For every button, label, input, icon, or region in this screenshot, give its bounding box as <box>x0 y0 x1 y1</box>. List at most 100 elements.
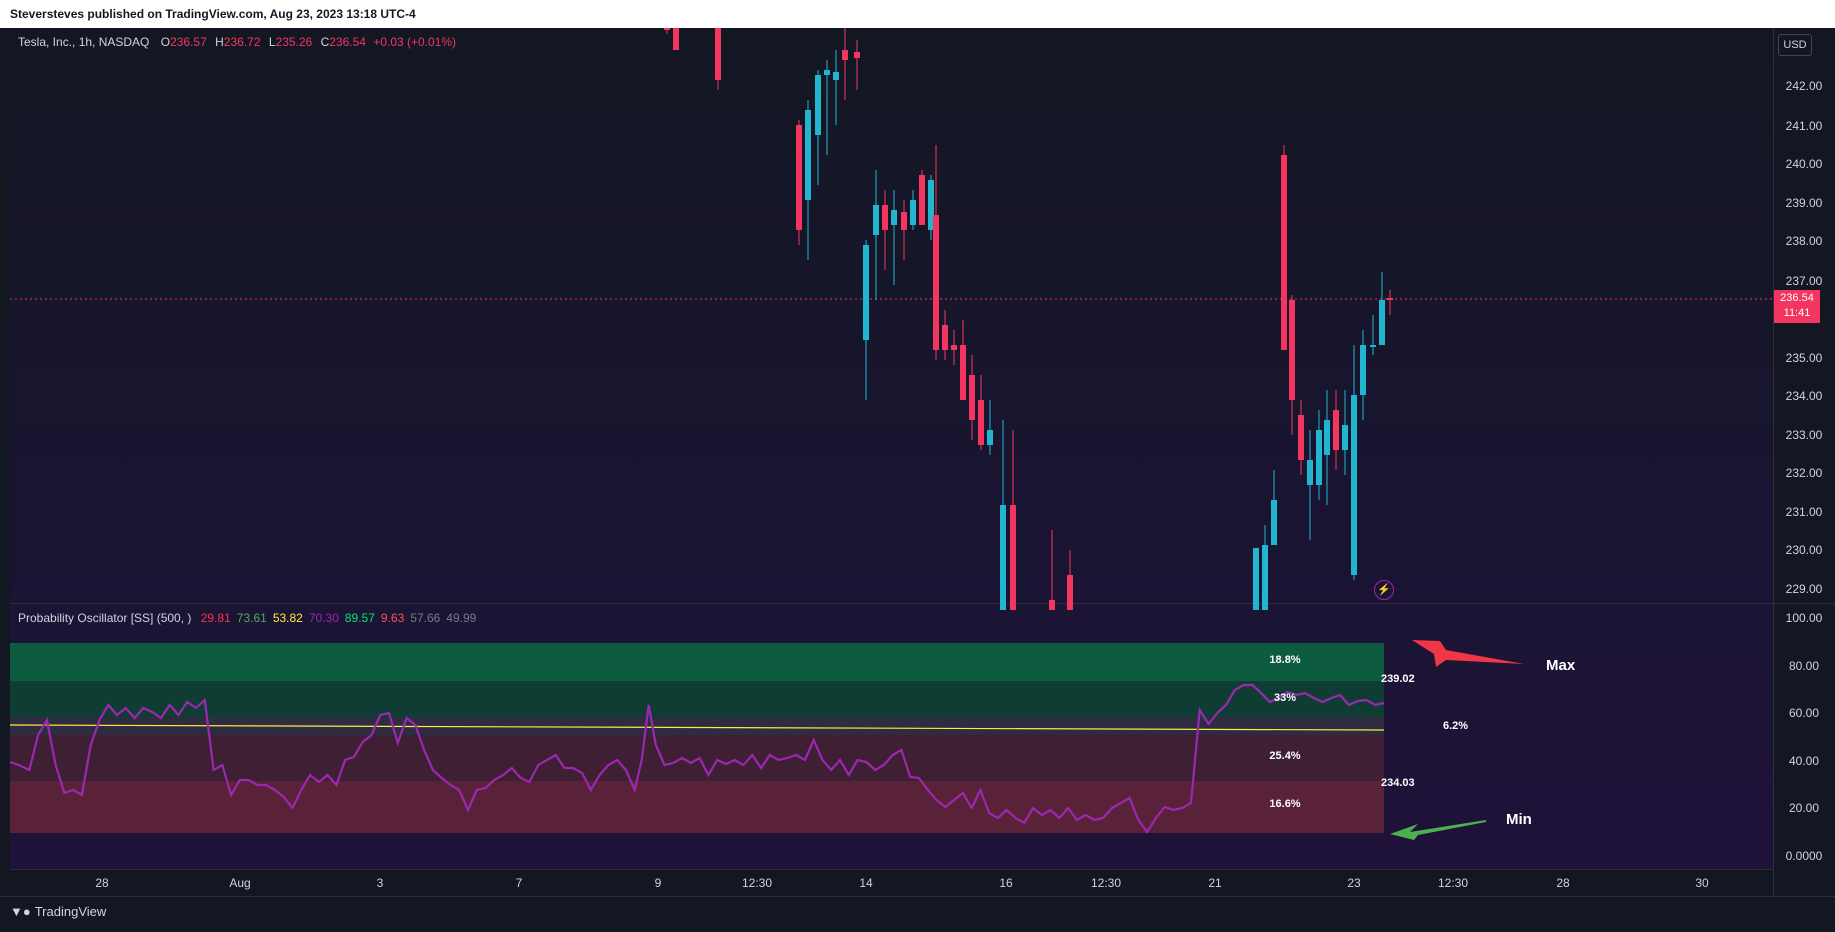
oscillator-tick-label: 80.00 <box>1788 659 1820 673</box>
last-price-label: 236.54 11:41 <box>1774 290 1820 323</box>
candle-body <box>1316 430 1322 485</box>
max-price-label: 239.02 <box>1381 673 1415 685</box>
indicator-values: 29.81 73.61 53.82 70.30 89.57 9.63 57.66 49.99 <box>195 611 477 625</box>
candle-body <box>1387 298 1393 300</box>
price-tick-label: 239.00 <box>1785 196 1823 210</box>
candle-body <box>928 180 934 230</box>
price-tick-label: 229.00 <box>1785 582 1823 596</box>
oscillator-tick-label: 100.00 <box>1785 611 1823 625</box>
close-label: C <box>320 35 330 49</box>
symbol-legend[interactable]: Tesla, Inc., 1h, NASDAQ O236.57 H236.72 … <box>18 35 456 49</box>
candle-body <box>1333 410 1339 450</box>
low-label: L <box>268 35 276 49</box>
tv-logo-icon: ▼● <box>10 904 31 919</box>
time-axis[interactable] <box>10 869 1773 897</box>
pane-divider[interactable] <box>10 603 1835 604</box>
high-label: H <box>215 35 224 49</box>
time-tick-label: 23 <box>1347 876 1361 890</box>
indicator-value: 73.61 <box>236 611 267 625</box>
indicator-value: 53.82 <box>272 611 303 625</box>
symbol-name[interactable]: Tesla, Inc., 1h, NASDAQ <box>18 35 150 49</box>
max-zone-band <box>10 643 1384 681</box>
candle-body <box>833 72 839 80</box>
candlestick-series <box>664 28 1393 610</box>
publish-header: Steversteves published on TradingView.co… <box>0 0 1835 28</box>
candle-body <box>842 50 848 60</box>
indicator-name[interactable]: Probability Oscillator [SS] (500, ) <box>18 611 192 625</box>
mean-line <box>9 724 1385 731</box>
candle-body <box>1342 425 1348 450</box>
lightning-icon[interactable]: ⚡ <box>1374 580 1394 600</box>
open-value: 236.57 <box>170 35 207 49</box>
mid-probability-label: 6.2% <box>1443 720 1469 732</box>
candle-body <box>978 400 984 445</box>
candle-body <box>863 245 869 340</box>
indicator-legend[interactable]: Probability Oscillator [SS] (500, ) 29.8… <box>18 611 476 625</box>
candle-body <box>1262 545 1268 610</box>
candle-body <box>1010 505 1016 610</box>
publish-text: Steversteves published on TradingView.co… <box>10 7 416 21</box>
left-margin <box>0 28 10 903</box>
indicator-value: 29.81 <box>200 611 231 625</box>
upper-zone-band <box>10 681 1384 717</box>
time-tick-label: 16 <box>999 876 1013 890</box>
candle-body <box>919 175 925 225</box>
footer-bar <box>0 896 1835 932</box>
price-tick-label: 240.00 <box>1785 157 1823 171</box>
candle-body <box>873 205 879 235</box>
max-zone-probability: 18.8% <box>1269 654 1301 666</box>
time-tick-label: 9 <box>654 876 662 890</box>
price-tick-label: 235.00 <box>1785 351 1823 365</box>
candle-body <box>1271 500 1277 545</box>
candle-body <box>901 212 907 230</box>
oscillator-tick-label: 40.00 <box>1788 754 1820 768</box>
tradingview-logo[interactable]: ▼● TradingView <box>10 904 106 919</box>
change-value: +0.03 (+0.01%) <box>373 35 457 49</box>
currency-button[interactable]: USD <box>1778 34 1812 56</box>
time-tick-label: 3 <box>376 876 384 890</box>
candle-body <box>815 75 821 135</box>
lower-zone-probability: 25.4% <box>1269 750 1301 762</box>
candle-body <box>969 375 975 420</box>
candle-body <box>1351 395 1357 575</box>
candle-body <box>1289 300 1295 400</box>
time-tick-label: Aug <box>229 876 251 890</box>
candle-body <box>951 345 957 350</box>
time-tick-label: 7 <box>515 876 523 890</box>
oscillator-tick-label: 0.0000 <box>1785 849 1823 863</box>
candle-body <box>824 70 830 75</box>
candle-body <box>1049 600 1055 610</box>
candle-body <box>910 200 916 225</box>
min-zone-probability: 16.6% <box>1269 798 1301 810</box>
candle-body <box>1000 505 1006 610</box>
candle-body <box>1360 345 1366 395</box>
candle-body <box>805 110 811 200</box>
upper-zone-probability: 33% <box>1273 692 1297 704</box>
time-tick-label: 12:30 <box>1437 876 1469 890</box>
open-label: O <box>160 35 171 49</box>
mean-zone-band <box>10 717 1384 735</box>
min-zone-band <box>10 781 1384 833</box>
indicator-value: 49.99 <box>446 611 477 625</box>
candle-body <box>942 325 948 350</box>
price-tick-label: 232.00 <box>1785 466 1823 480</box>
candle-body <box>673 28 679 50</box>
min-price-label: 234.03 <box>1381 777 1415 789</box>
candle-body <box>796 125 802 230</box>
price-tick-label: 242.00 <box>1785 79 1823 93</box>
brand-name: TradingView <box>34 904 107 919</box>
high-value: 236.72 <box>223 35 261 49</box>
indicator-value: 89.57 <box>344 611 375 625</box>
time-tick-label: 30 <box>1695 876 1709 890</box>
candle-body <box>933 215 939 350</box>
max-arrow <box>1412 640 1524 667</box>
candle-body <box>1253 548 1259 610</box>
indicator-value: 70.30 <box>308 611 339 625</box>
indicator-value: 57.66 <box>410 611 441 625</box>
price-scale[interactable] <box>1773 28 1835 903</box>
bar-countdown: 11:41 <box>1783 307 1811 319</box>
close-value: 236.54 <box>329 35 366 49</box>
candle-body <box>987 430 993 445</box>
price-tick-label: 237.00 <box>1785 274 1823 288</box>
